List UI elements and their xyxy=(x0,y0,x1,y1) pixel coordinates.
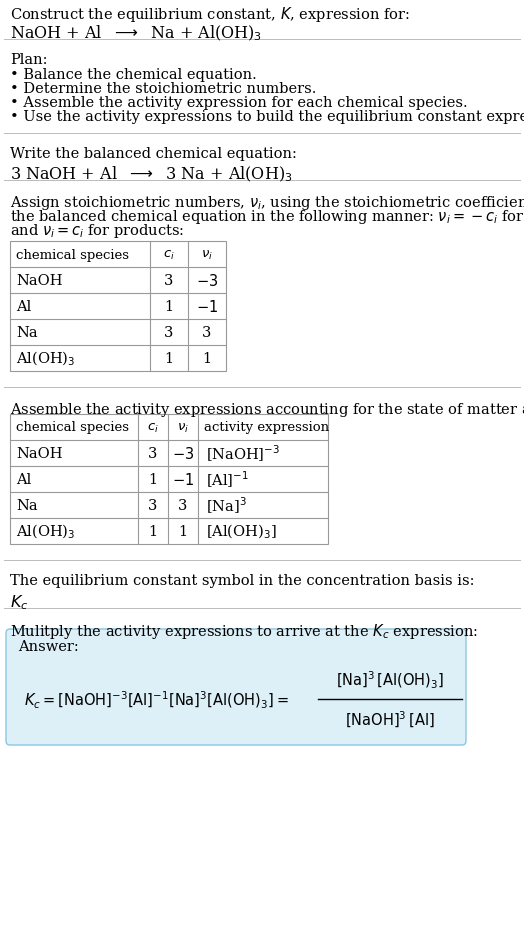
Text: Na: Na xyxy=(16,326,38,340)
Text: 1: 1 xyxy=(179,525,188,539)
Text: Assign stoichiometric numbers, $\nu_i$, using the stoichiometric coefficients, $: Assign stoichiometric numbers, $\nu_i$, … xyxy=(10,194,524,211)
Text: • Assemble the activity expression for each chemical species.: • Assemble the activity expression for e… xyxy=(10,96,467,109)
Text: Al(OH)$_3$: Al(OH)$_3$ xyxy=(16,523,75,541)
Text: activity expression: activity expression xyxy=(204,421,329,434)
Text: 1: 1 xyxy=(165,351,173,366)
Text: 1: 1 xyxy=(148,472,158,486)
Text: • Use the activity expressions to build the equilibrium constant expression.: • Use the activity expressions to build … xyxy=(10,109,524,124)
Text: 1: 1 xyxy=(165,300,173,313)
Bar xyxy=(10,242,226,371)
Text: 3 NaOH + Al  $\longrightarrow$  3 Na + Al(OH)$_3$: 3 NaOH + Al $\longrightarrow$ 3 Na + Al(… xyxy=(10,165,292,184)
Text: $\nu_i$: $\nu_i$ xyxy=(177,421,189,434)
Text: $c_i$: $c_i$ xyxy=(163,248,175,261)
Text: $c_i$: $c_i$ xyxy=(147,421,159,434)
Text: $[\mathrm{NaOH}]^3\,[\mathrm{Al}]$: $[\mathrm{NaOH}]^3\,[\mathrm{Al}]$ xyxy=(345,709,435,729)
Text: 3: 3 xyxy=(148,499,158,512)
Text: The equilibrium constant symbol in the concentration basis is:: The equilibrium constant symbol in the c… xyxy=(10,573,475,587)
Text: $-3$: $-3$ xyxy=(196,272,218,288)
Text: Al: Al xyxy=(16,300,31,313)
Text: $K_c$: $K_c$ xyxy=(10,592,28,611)
Text: the balanced chemical equation in the following manner: $\nu_i = -c_i$ for react: the balanced chemical equation in the fo… xyxy=(10,208,524,226)
Text: 3: 3 xyxy=(148,446,158,461)
Text: $K_c = [\mathrm{NaOH}]^{-3}[\mathrm{Al}]^{-1}[\mathrm{Na}]^3[\mathrm{Al(OH)_3}] : $K_c = [\mathrm{NaOH}]^{-3}[\mathrm{Al}]… xyxy=(24,688,289,710)
Text: chemical species: chemical species xyxy=(16,248,129,261)
Text: 3: 3 xyxy=(178,499,188,512)
Text: NaOH + Al  $\longrightarrow$  Na + Al(OH)$_3$: NaOH + Al $\longrightarrow$ Na + Al(OH)$… xyxy=(10,24,262,44)
Text: $\nu_i$: $\nu_i$ xyxy=(201,248,213,261)
Text: • Determine the stoichiometric numbers.: • Determine the stoichiometric numbers. xyxy=(10,82,316,96)
Text: 1: 1 xyxy=(202,351,212,366)
Text: $-1$: $-1$ xyxy=(196,299,218,315)
Text: and $\nu_i = c_i$ for products:: and $\nu_i = c_i$ for products: xyxy=(10,222,184,240)
Bar xyxy=(10,414,328,545)
Text: 1: 1 xyxy=(148,525,158,539)
Text: [NaOH]$^{-3}$: [NaOH]$^{-3}$ xyxy=(206,444,280,464)
Text: NaOH: NaOH xyxy=(16,446,62,461)
Text: Na: Na xyxy=(16,499,38,512)
Text: 3: 3 xyxy=(165,326,173,340)
Text: Al(OH)$_3$: Al(OH)$_3$ xyxy=(16,349,75,367)
Text: Plan:: Plan: xyxy=(10,53,48,67)
Text: NaOH: NaOH xyxy=(16,274,62,288)
Text: $[\mathrm{Na}]^3\,[\mathrm{Al(OH)_3}]$: $[\mathrm{Na}]^3\,[\mathrm{Al(OH)_3}]$ xyxy=(336,668,444,690)
Text: [Al]$^{-1}$: [Al]$^{-1}$ xyxy=(206,469,249,489)
Text: 3: 3 xyxy=(165,274,173,288)
FancyBboxPatch shape xyxy=(6,629,466,745)
Text: 3: 3 xyxy=(202,326,212,340)
Text: • Balance the chemical equation.: • Balance the chemical equation. xyxy=(10,68,257,82)
Text: Write the balanced chemical equation:: Write the balanced chemical equation: xyxy=(10,147,297,161)
Text: Construct the equilibrium constant, $K$, expression for:: Construct the equilibrium constant, $K$,… xyxy=(10,5,410,24)
Text: $-3$: $-3$ xyxy=(172,446,194,462)
Text: $-1$: $-1$ xyxy=(172,471,194,487)
Text: Answer:: Answer: xyxy=(18,640,79,653)
Text: chemical species: chemical species xyxy=(16,421,129,434)
Text: Assemble the activity expressions accounting for the state of matter and $\nu_i$: Assemble the activity expressions accoun… xyxy=(10,401,524,419)
Text: [Al(OH)$_3$]: [Al(OH)$_3$] xyxy=(206,523,277,541)
Text: Mulitply the activity expressions to arrive at the $K_c$ expression:: Mulitply the activity expressions to arr… xyxy=(10,622,478,641)
Text: [Na]$^3$: [Na]$^3$ xyxy=(206,495,247,516)
Text: Al: Al xyxy=(16,472,31,486)
